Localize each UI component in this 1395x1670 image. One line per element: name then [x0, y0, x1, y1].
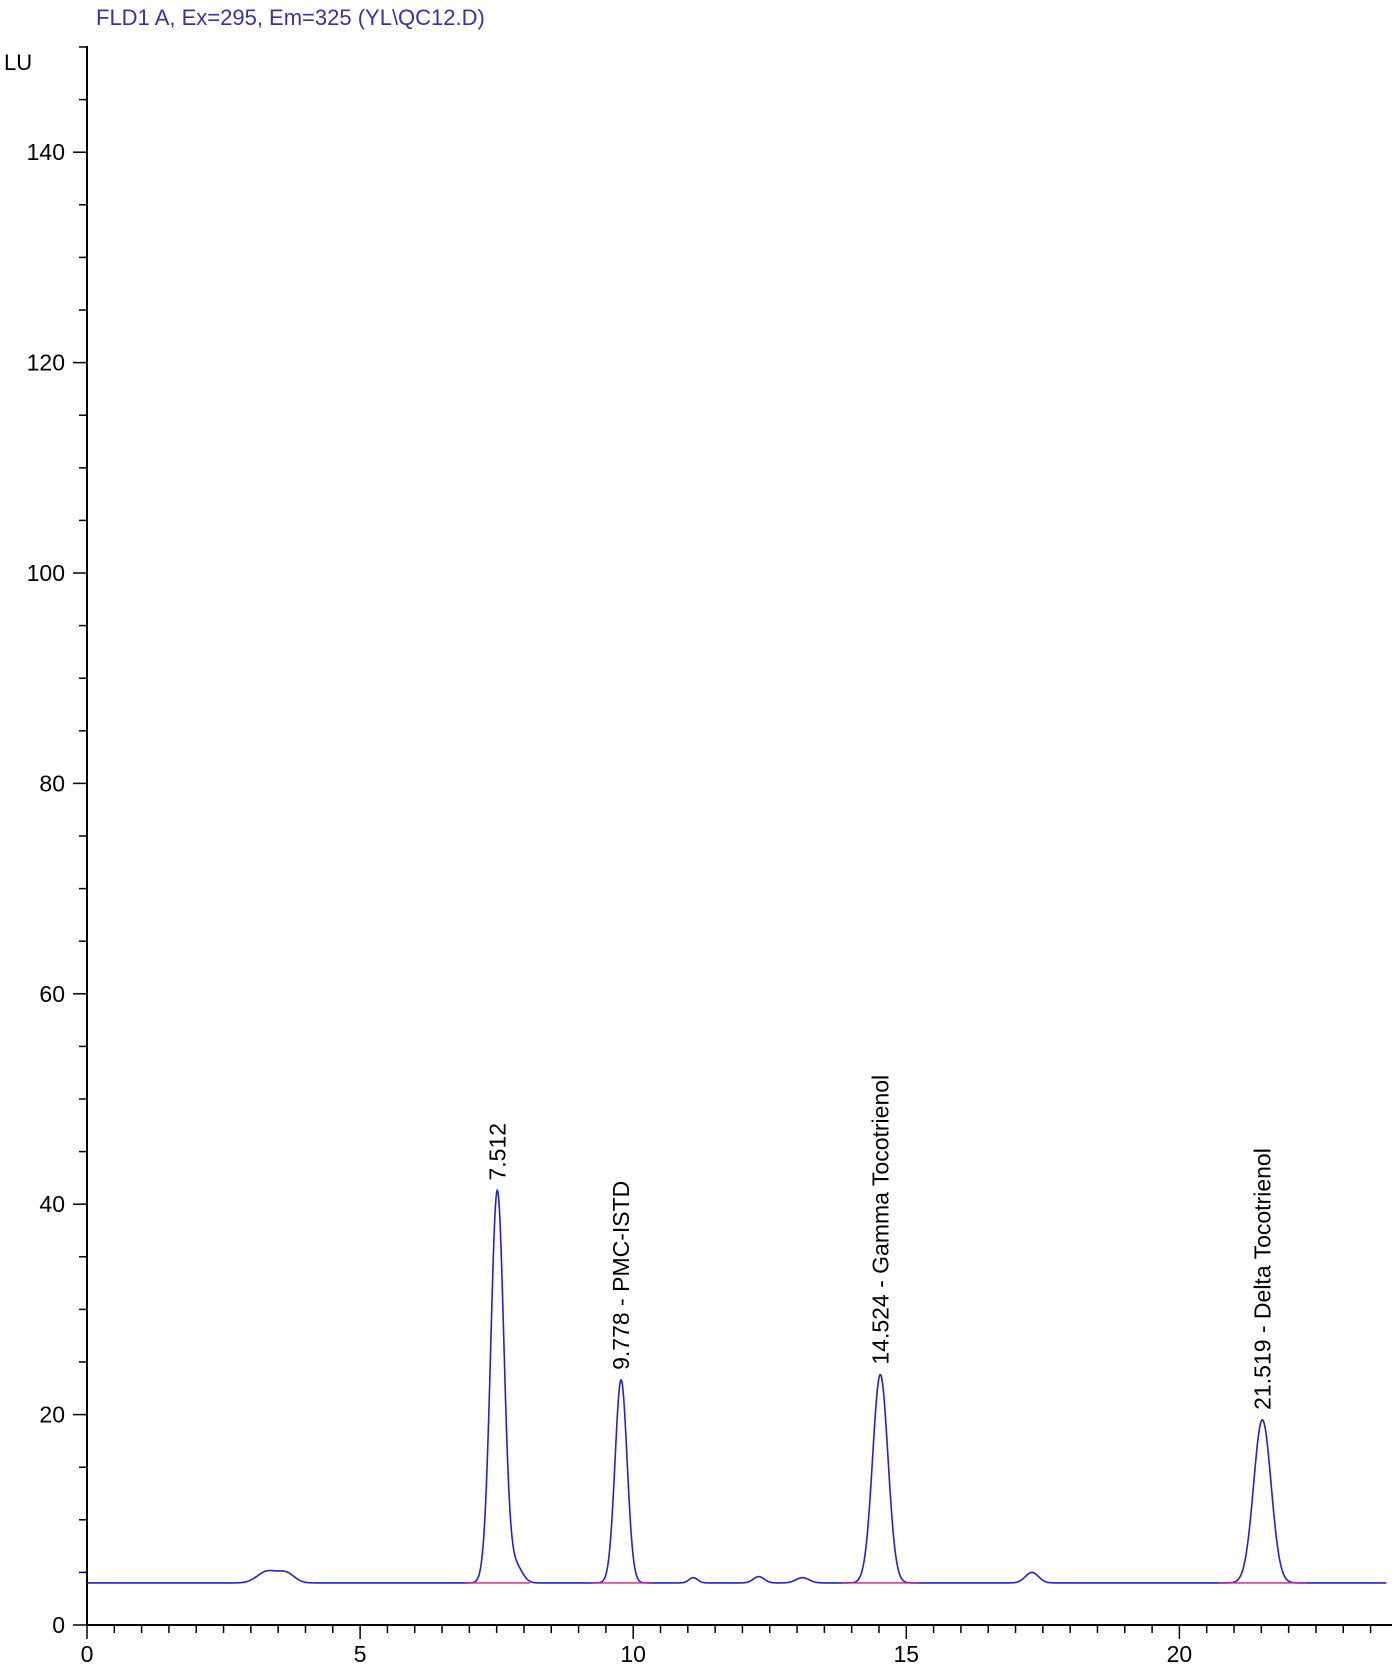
- y-axis-unit: LU: [4, 50, 32, 75]
- axis-tick-labels: 0 20 40 60 80 100 120 140 0 5 10 15 20: [27, 139, 1193, 1667]
- x-tick-label: 5: [354, 1641, 367, 1667]
- peak-label: 14.524 - Gamma Tocotrienol: [867, 1075, 893, 1365]
- traces: [87, 1188, 1387, 1584]
- y-tick-label: 80: [39, 770, 65, 796]
- signal-trace: [87, 1188, 1387, 1584]
- x-tick-label: 15: [894, 1641, 920, 1667]
- peak-label: 9.778 - PMC-ISTD: [608, 1181, 634, 1370]
- x-tick-label: 10: [620, 1641, 646, 1667]
- axis-ticks: [73, 46, 1372, 1639]
- peak-label: 7.512: [484, 1123, 510, 1181]
- chart-title: FLD1 A, Ex=295, Em=325 (YL\QC12.D): [96, 5, 485, 30]
- x-tick-label: 20: [1167, 1641, 1193, 1667]
- x-tick-label: 0: [81, 1641, 94, 1667]
- axes: [86, 46, 1392, 1626]
- y-tick-label: 40: [39, 1191, 65, 1217]
- y-tick-label: 100: [27, 560, 65, 586]
- y-tick-label: 120: [27, 350, 65, 376]
- peak-labels: 7.512 9.778 - PMC-ISTD 14.524 - Gamma Toco…: [484, 1075, 1275, 1410]
- y-tick-label: 140: [27, 139, 65, 165]
- y-tick-label: 60: [39, 981, 65, 1007]
- y-tick-label: 0: [52, 1612, 65, 1638]
- y-tick-label: 20: [39, 1402, 65, 1428]
- peak-label: 21.519 - Delta Tocotrienol: [1249, 1148, 1275, 1410]
